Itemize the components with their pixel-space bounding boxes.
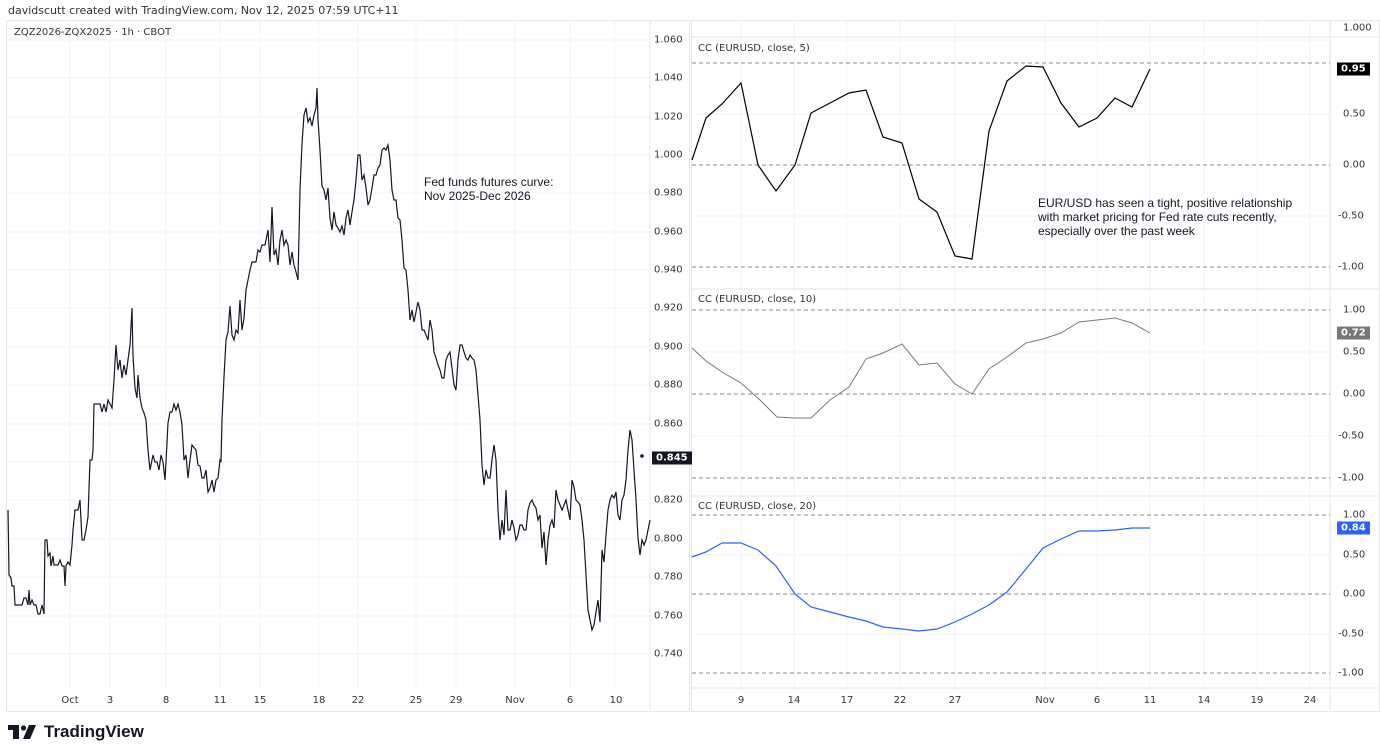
last-price-dot xyxy=(640,454,644,458)
y-tick: 0.00 xyxy=(1343,388,1366,400)
x-tick: Nov xyxy=(505,695,525,706)
y-tick: 1.060 xyxy=(654,34,683,46)
y-tick: 0.880 xyxy=(654,379,683,391)
y-tick: 0.800 xyxy=(654,533,683,545)
y-tick: -0.50 xyxy=(1338,210,1364,222)
panel-grid xyxy=(692,21,1330,690)
x-tick: 14 xyxy=(787,695,801,706)
panel-annotation-line1: EUR/USD has seen a tight, positive relat… xyxy=(1038,196,1293,210)
y-tick: 0.860 xyxy=(654,418,683,430)
main-price-line xyxy=(7,87,651,633)
x-tick: 22 xyxy=(351,695,365,706)
panel-title-cc10: CC (EURUSD, close, 10) xyxy=(698,294,817,305)
x-tick: 18 xyxy=(312,695,326,706)
cc20-value-badge: 0.84 xyxy=(1337,521,1370,535)
x-tick: 8 xyxy=(162,695,170,706)
x-tick: Oct xyxy=(61,695,79,706)
y-tick: 1.00 xyxy=(1343,509,1366,521)
y-tick: 0.50 xyxy=(1343,346,1366,358)
x-tick: 6 xyxy=(566,695,574,706)
last-price-badge: 0.845 xyxy=(652,451,692,465)
panel-title-cc5: CC (EURUSD, close, 5) xyxy=(698,43,810,54)
y-tick: 1.000 xyxy=(654,149,683,161)
symbol-label: ZQZ2026-ZQX2025 · 1h · CBOT xyxy=(14,27,172,38)
tradingview-logo-text: TradingView xyxy=(44,722,144,741)
y-tick: 0.740 xyxy=(654,648,683,660)
y-tick: 0.00 xyxy=(1343,588,1366,600)
top-axis-label: 1.000 xyxy=(1343,22,1372,34)
chart-credit: davidscutt created with TradingView.com,… xyxy=(8,4,399,17)
y-tick: 0.00 xyxy=(1343,159,1366,171)
y-tick: 1.020 xyxy=(654,111,683,123)
cc20-line xyxy=(691,527,1150,632)
x-tick: 11 xyxy=(1143,695,1157,706)
y-tick: -1.00 xyxy=(1338,472,1364,484)
main-grid xyxy=(7,21,651,710)
x-tick: 11 xyxy=(213,695,227,706)
y-tick: -0.50 xyxy=(1338,430,1364,442)
x-tick: 24 xyxy=(1303,695,1317,706)
panel-annotation-line2: with market pricing for Fed rate cuts re… xyxy=(1038,210,1277,224)
y-tick: 0.780 xyxy=(654,571,683,583)
y-tick: -1.00 xyxy=(1338,261,1364,273)
y-tick: -1.00 xyxy=(1338,667,1364,679)
x-tick: 15 xyxy=(253,695,267,706)
main-chart-frame[interactable] xyxy=(6,20,690,712)
x-tick: 17 xyxy=(840,695,854,706)
x-tick: 25 xyxy=(409,695,423,706)
y-tick: 0.900 xyxy=(654,341,683,353)
panel-annotation[interactable]: EUR/USD has seen a tight, positive relat… xyxy=(1038,196,1292,238)
main-annotation-line2: Nov 2025-Dec 2026 xyxy=(424,189,531,203)
cc10-line xyxy=(691,317,1151,419)
main-annotation-line1: Fed funds futures curve: xyxy=(424,175,554,189)
x-tick: 14 xyxy=(1197,695,1211,706)
x-tick: 10 xyxy=(609,695,623,706)
panel-separators xyxy=(692,21,1378,710)
cc5-line xyxy=(691,65,1151,260)
x-tick: 3 xyxy=(106,695,114,706)
x-tick: 29 xyxy=(449,695,463,706)
y-tick: 0.960 xyxy=(654,226,683,238)
y-tick: 0.980 xyxy=(654,187,683,199)
x-tick: 6 xyxy=(1093,695,1101,706)
panel-title-cc20: CC (EURUSD, close, 20) xyxy=(698,501,817,512)
x-tick: 22 xyxy=(893,695,907,706)
x-tick: Nov xyxy=(1035,695,1055,706)
y-tick: 0.50 xyxy=(1343,549,1366,561)
y-tick: 1.00 xyxy=(1343,304,1366,316)
panel-annotation-line3: especially over the past week xyxy=(1038,224,1195,238)
y-tick: 0.50 xyxy=(1343,108,1366,120)
x-tick: 19 xyxy=(1250,695,1264,706)
y-tick: 1.040 xyxy=(654,72,683,84)
reference-lines xyxy=(692,62,1330,674)
main-annotation[interactable]: Fed funds futures curve: Nov 2025-Dec 20… xyxy=(424,175,553,203)
tradingview-logo[interactable]: TradingView xyxy=(8,722,144,742)
y-tick: 0.940 xyxy=(654,264,683,276)
x-tick: 27 xyxy=(948,695,962,706)
cc5-value-badge: 0.95 xyxy=(1337,62,1370,76)
y-tick: 0.760 xyxy=(654,610,683,622)
x-tick: 9 xyxy=(737,695,745,706)
y-tick: 0.920 xyxy=(654,302,683,314)
y-tick: -0.50 xyxy=(1338,628,1364,640)
cc10-value-badge: 0.72 xyxy=(1337,326,1370,340)
tradingview-logo-icon xyxy=(8,725,36,739)
y-tick: 0.820 xyxy=(654,494,683,506)
